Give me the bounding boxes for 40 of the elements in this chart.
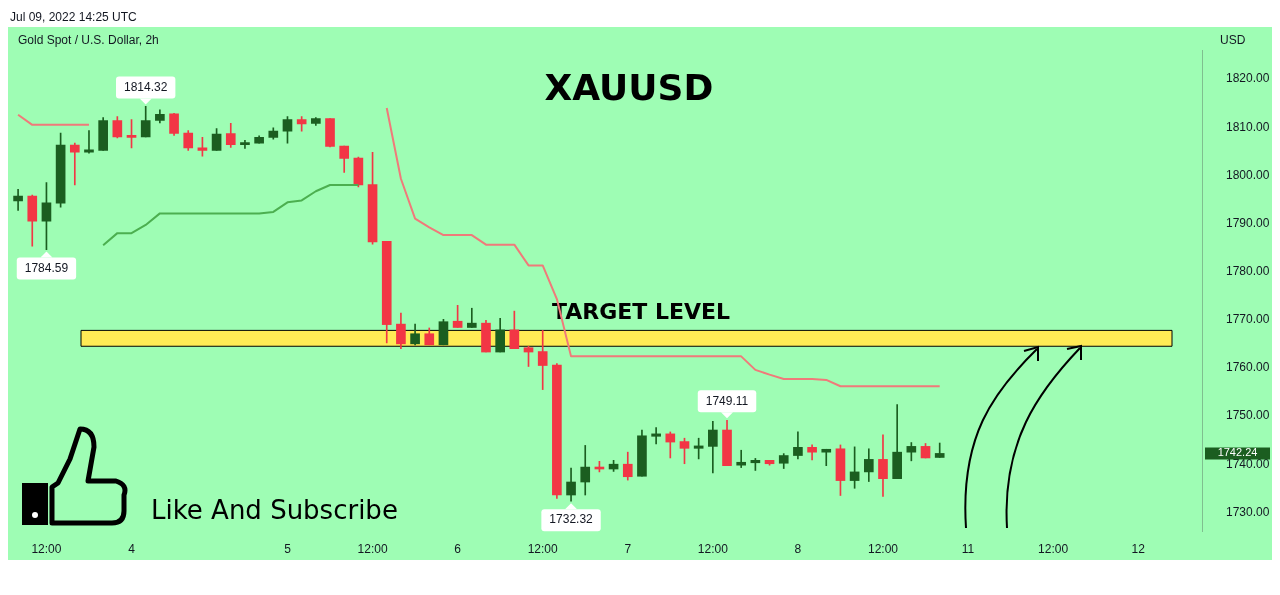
x-tick-label: 12:00	[31, 542, 62, 557]
y-tick-label: 1800.00	[1226, 167, 1270, 182]
y-axis-title: USD	[1220, 33, 1246, 48]
y-tick-label: 1780.00	[1226, 263, 1270, 278]
candlestick	[84, 130, 94, 154]
y-tick-label: 1730.00	[1226, 504, 1270, 519]
x-tick-label: 8	[794, 542, 802, 557]
y-tick-label: 1790.00	[1226, 215, 1270, 230]
y-tick-label: 1740.00	[1226, 456, 1270, 471]
x-tick-label: 11	[961, 542, 975, 557]
band-label: TARGET LEVEL	[552, 299, 731, 325]
x-tick-label: 12:00	[1038, 542, 1069, 557]
x-tick-label: 12	[1131, 542, 1146, 557]
text: Jul 09, 2022 14:25 UTC	[9, 9, 138, 26]
y-tick-label: 1770.00	[1226, 312, 1270, 327]
text: XAUUSD	[544, 67, 714, 109]
candlestick	[69, 142, 80, 186]
candlestick	[651, 427, 661, 445]
annotation: 1749.11	[705, 393, 749, 408]
annotation: 1732.32	[549, 512, 594, 527]
candlestick	[537, 330, 548, 390]
y-tick-label: 1750.00	[1226, 408, 1270, 423]
y-tick-label: 1760.00	[1226, 360, 1270, 375]
annotation: 1814.32	[124, 79, 168, 94]
candlestick	[13, 189, 23, 211]
x-tick-label: 12:00	[697, 542, 729, 557]
y-tick-label: 1810.00	[1226, 119, 1270, 134]
x-tick-label: 7	[624, 542, 632, 557]
annotation: 1784.59	[24, 260, 69, 275]
annotation: Like And Subscribe	[151, 495, 398, 525]
text: 1742.24	[1217, 446, 1258, 459]
candlestick	[466, 307, 477, 328]
chart-subtitle: Gold Spot / U.S. Dollar, 2h	[18, 33, 159, 48]
x-tick-label: 12:00	[527, 542, 559, 557]
x-tick-label: 12:00	[867, 542, 899, 557]
x-tick-label: 12:00	[357, 542, 388, 557]
x-tick-label: 5	[284, 542, 292, 557]
x-tick-label: 4	[128, 542, 136, 557]
x-tick-label: 6	[454, 542, 462, 557]
y-tick-label: 1820.00	[1226, 71, 1270, 86]
